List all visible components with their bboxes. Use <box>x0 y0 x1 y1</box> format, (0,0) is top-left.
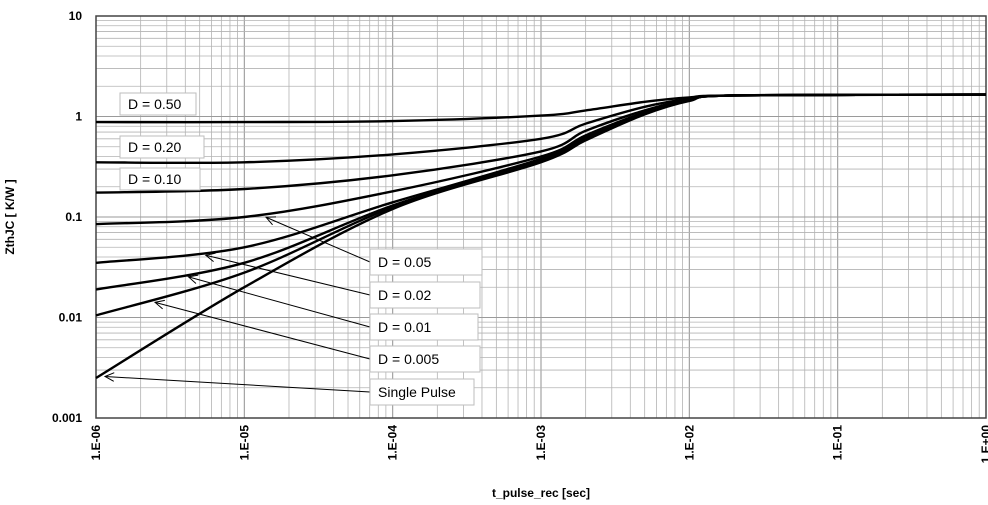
curve-labels: D = 0.50 D = 0.20 D = 0.10 D = 0.05 D = 0.02… <box>119 92 483 406</box>
plot-frame <box>95 15 987 419</box>
callout-arrow-line <box>104 375 371 393</box>
y-tick-label: 0.1 <box>65 210 82 224</box>
x-tick-label: 1.E-02 <box>682 425 696 461</box>
curve-label-box <box>369 281 481 309</box>
curve-label-text: D = 0.05 <box>378 254 432 270</box>
grid-lines <box>96 16 986 418</box>
x-tick-label: 1.E-01 <box>831 425 845 461</box>
callout-arrows <box>103 216 371 393</box>
curve-label-text: D = 0.20 <box>128 139 182 155</box>
callout-arrow-line <box>154 301 371 360</box>
curve-label-text: D = 0.02 <box>378 287 432 303</box>
x-tick-label: 1.E+00 <box>979 425 988 464</box>
curve-label-text: D = 0.10 <box>128 171 182 187</box>
callout-arrow-line <box>205 254 371 296</box>
callout-arrow-head <box>187 274 199 284</box>
x-tick-labels: 1.E-06 1.E-05 1.E-04 1.E-03 1.E-02 1.E-01 1.E+… <box>89 425 988 464</box>
callout-arrow-head <box>153 299 165 310</box>
y-tick-label: 0.001 <box>52 411 82 425</box>
curve-label-box <box>369 378 475 406</box>
x-tick-label: 1.E-03 <box>534 425 548 461</box>
callout-arrow-head <box>204 252 216 263</box>
y-tick-label: 1 <box>75 110 82 124</box>
curve-label-text: D = 0.50 <box>128 96 182 112</box>
curve-label-box <box>119 92 197 116</box>
curve-label-text: D = 0.005 <box>378 351 439 367</box>
x-tick-label: 1.E-05 <box>237 425 251 461</box>
curve-label-text: D = 0.01 <box>378 319 432 335</box>
x-tick-label: 1.E-04 <box>386 425 400 461</box>
curve-8 <box>95 93 987 380</box>
curve-label-box <box>369 345 481 373</box>
x-tick-label: 1.E-06 <box>89 425 103 461</box>
curve-group <box>95 93 987 380</box>
y-tick-label: 10 <box>69 9 83 23</box>
x-axis-label: t_pulse_rec [sec] <box>492 486 590 500</box>
callout-arrow-line <box>188 276 371 328</box>
callout-arrow-head <box>264 216 277 226</box>
curve-label-box <box>369 313 479 341</box>
y-axis-label: ZthJC [ K/W ] <box>3 179 17 254</box>
callout-arrow-head <box>103 372 115 382</box>
curve-label-box <box>119 167 201 191</box>
y-tick-label: 0.01 <box>59 311 83 325</box>
curve-label-text: Single Pulse <box>378 384 456 400</box>
y-tick-labels: 0.001 0.01 0.1 1 10 <box>52 9 82 425</box>
callout-arrow-line <box>265 216 371 263</box>
curve-label-box <box>119 135 205 159</box>
curve-label-box <box>369 248 483 276</box>
